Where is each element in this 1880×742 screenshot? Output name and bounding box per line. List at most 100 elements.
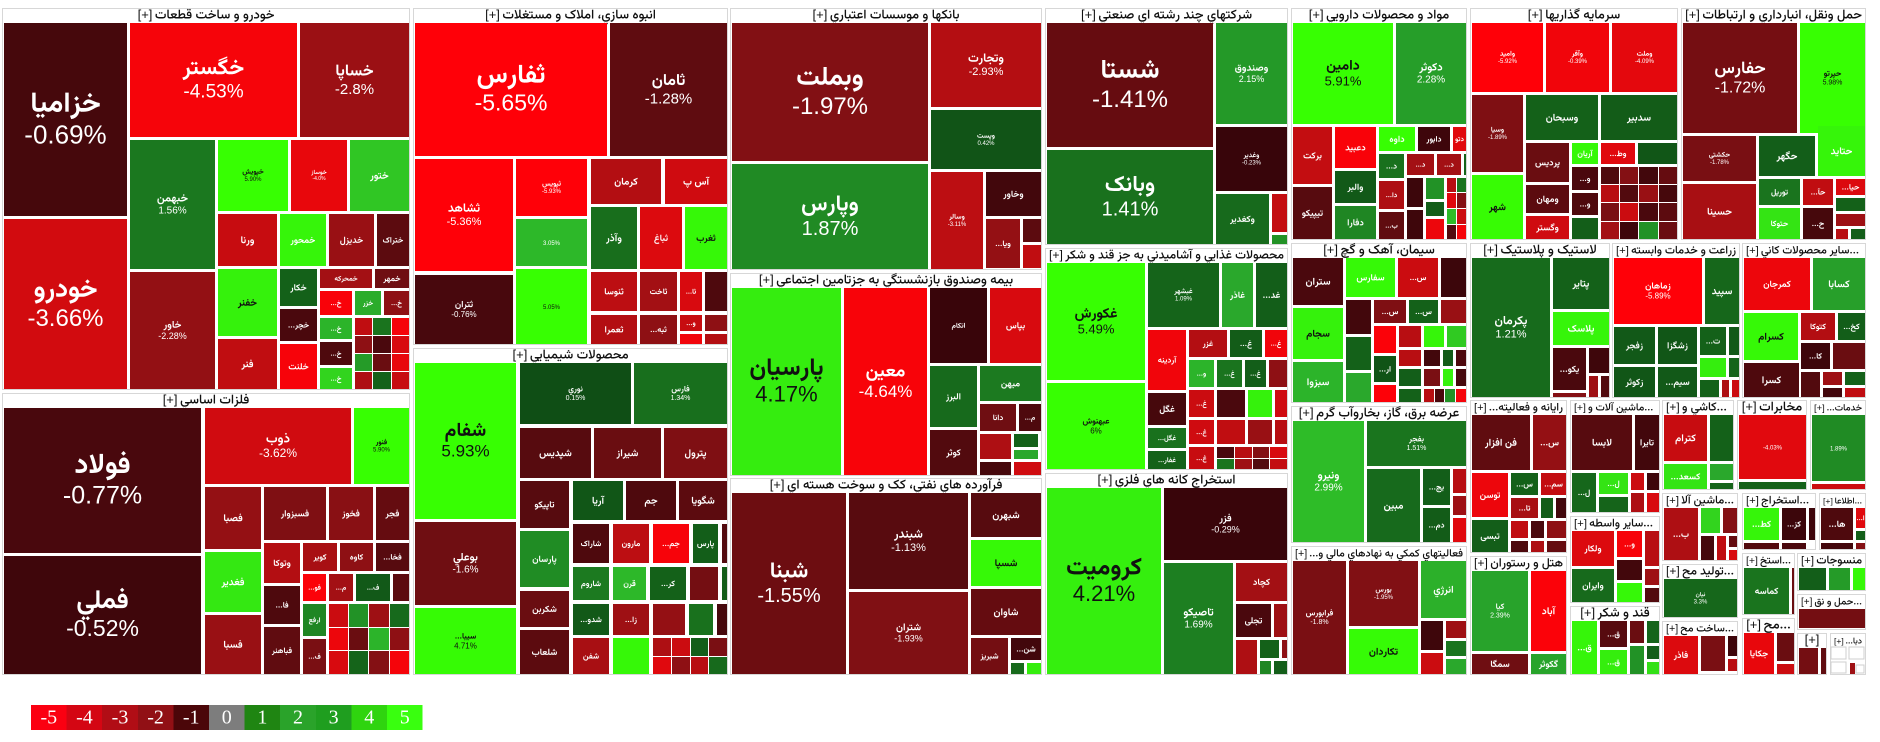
svg-text:-1.95%: -1.95% bbox=[1374, 595, 1394, 601]
svg-text:[+]: [+] bbox=[1742, 399, 1757, 414]
svg-text:[+]: [+] bbox=[1295, 548, 1307, 560]
svg-text:-3: -3 bbox=[112, 707, 129, 729]
svg-text:[+]: [+] bbox=[1666, 564, 1680, 578]
svg-text:5.93%: 5.93% bbox=[441, 442, 489, 461]
svg-text:5.90%: 5.90% bbox=[373, 448, 391, 454]
svg-text:-4.53%: -4.53% bbox=[183, 82, 243, 103]
svg-text:[+]: [+] bbox=[1666, 400, 1680, 414]
svg-text:[+]: [+] bbox=[1616, 245, 1629, 257]
svg-text:4: 4 bbox=[364, 707, 374, 729]
svg-text:[+]: [+] bbox=[1801, 597, 1813, 608]
svg-text:-4.03%: -4.03% bbox=[1763, 445, 1783, 451]
svg-text:1.09%: 1.09% bbox=[1175, 297, 1193, 303]
svg-text:1: 1 bbox=[257, 707, 267, 729]
svg-text:[+]: [+] bbox=[1483, 242, 1498, 257]
svg-text:-0.76%: -0.76% bbox=[451, 310, 476, 319]
svg-text:-1.72%: -1.72% bbox=[1715, 80, 1766, 97]
svg-text:[+]: [+] bbox=[1805, 632, 1820, 647]
svg-text:[+]: [+] bbox=[759, 272, 774, 287]
svg-text:-1: -1 bbox=[183, 707, 200, 729]
svg-text:-1.93%: -1.93% bbox=[894, 633, 923, 643]
svg-text:[+]: [+] bbox=[138, 7, 153, 22]
svg-text:0.42%: 0.42% bbox=[977, 141, 995, 147]
svg-text:1.56%: 1.56% bbox=[158, 206, 186, 217]
svg-text:5.49%: 5.49% bbox=[1078, 322, 1115, 337]
svg-text:1.34%: 1.34% bbox=[671, 395, 691, 402]
svg-text:1.51%: 1.51% bbox=[1407, 445, 1427, 452]
svg-text:0: 0 bbox=[222, 707, 232, 729]
svg-text:3.3%: 3.3% bbox=[1694, 600, 1708, 606]
svg-text:[+]: [+] bbox=[1098, 472, 1113, 487]
svg-text:[+]: [+] bbox=[770, 477, 785, 492]
svg-text:[+]: [+] bbox=[1474, 556, 1488, 570]
svg-text:5.91%: 5.91% bbox=[1325, 74, 1362, 89]
svg-text:[+]: [+] bbox=[513, 347, 528, 362]
svg-text:[+]: [+] bbox=[1746, 555, 1758, 567]
svg-text:-1.28%: -1.28% bbox=[645, 90, 693, 107]
svg-text:[+]: [+] bbox=[1323, 242, 1338, 257]
svg-text:2.39%: 2.39% bbox=[1490, 612, 1510, 619]
svg-text:-3.11%: -3.11% bbox=[948, 222, 967, 228]
svg-text:2.28%: 2.28% bbox=[1417, 75, 1445, 86]
svg-text:6%: 6% bbox=[1090, 426, 1102, 435]
svg-text:[+]: [+] bbox=[813, 7, 828, 22]
svg-text:[+]: [+] bbox=[1814, 402, 1825, 413]
svg-text:3.05%: 3.05% bbox=[543, 241, 561, 247]
svg-text:-4.0%: -4.0% bbox=[312, 176, 326, 182]
svg-text:[+]: [+] bbox=[163, 392, 178, 407]
svg-text:-0.69%: -0.69% bbox=[24, 119, 106, 149]
svg-text:[+]: [+] bbox=[1299, 405, 1314, 420]
svg-text:1.87%: 1.87% bbox=[802, 218, 859, 240]
svg-text:-4.64%: -4.64% bbox=[859, 382, 913, 401]
svg-text:[+]: [+] bbox=[1574, 402, 1586, 414]
svg-text:2.99%: 2.99% bbox=[1314, 483, 1342, 494]
svg-text:-3.66%: -3.66% bbox=[27, 305, 103, 332]
svg-text:-2.93%: -2.93% bbox=[969, 66, 1004, 78]
svg-text:1.69%: 1.69% bbox=[1184, 620, 1212, 631]
svg-text:-4.09%: -4.09% bbox=[1635, 59, 1655, 65]
svg-text:-0.39%: -0.39% bbox=[1568, 59, 1588, 65]
svg-text:-1.55%: -1.55% bbox=[757, 585, 821, 607]
svg-text:-5: -5 bbox=[40, 707, 57, 729]
svg-text:2: 2 bbox=[293, 707, 303, 729]
svg-text:-5.36%: -5.36% bbox=[447, 216, 482, 228]
svg-text:-5.93%: -5.93% bbox=[542, 189, 562, 195]
svg-text:-1.13%: -1.13% bbox=[891, 542, 926, 554]
svg-text:[+]: [+] bbox=[1746, 617, 1761, 632]
svg-text:4.71%: 4.71% bbox=[454, 641, 477, 650]
svg-text:[+]: [+] bbox=[1746, 245, 1759, 257]
svg-text:[+]: [+] bbox=[1666, 623, 1678, 635]
svg-text:[+]: [+] bbox=[1580, 605, 1595, 620]
svg-text:[+]: [+] bbox=[1049, 248, 1063, 262]
svg-text:[+]: [+] bbox=[1528, 7, 1543, 22]
svg-text:-2: -2 bbox=[147, 707, 164, 729]
svg-text:-3.62%: -3.62% bbox=[259, 446, 297, 460]
svg-text:-0.29%: -0.29% bbox=[1211, 524, 1240, 534]
svg-text:5.98%: 5.98% bbox=[1823, 79, 1843, 86]
svg-text:-1.89%: -1.89% bbox=[1488, 135, 1508, 141]
svg-text:1.41%: 1.41% bbox=[1102, 198, 1159, 220]
svg-text:2.15%: 2.15% bbox=[1239, 74, 1265, 84]
svg-text:[+]: [+] bbox=[1823, 496, 1833, 506]
svg-text:-5.89%: -5.89% bbox=[1645, 291, 1670, 300]
svg-text:[+]: [+] bbox=[1574, 518, 1587, 530]
svg-text:-0.23%: -0.23% bbox=[1242, 161, 1262, 167]
svg-text:4.17%: 4.17% bbox=[755, 382, 817, 407]
svg-text:[+]: [+] bbox=[1834, 636, 1844, 646]
svg-text:[+]: [+] bbox=[1685, 7, 1700, 22]
svg-text:[+]: [+] bbox=[1666, 495, 1679, 507]
svg-text:5.05%: 5.05% bbox=[543, 305, 561, 311]
svg-text:[+]: [+] bbox=[1746, 495, 1759, 507]
svg-text:[+]: [+] bbox=[485, 7, 500, 22]
svg-text:[+]: [+] bbox=[1081, 7, 1096, 22]
svg-text:-1.6%: -1.6% bbox=[452, 565, 478, 576]
svg-text:5.90%: 5.90% bbox=[244, 177, 262, 183]
svg-text:3: 3 bbox=[329, 707, 339, 729]
svg-text:-1.78%: -1.78% bbox=[1710, 160, 1730, 166]
svg-text:-4: -4 bbox=[76, 707, 93, 729]
svg-text:[+]: [+] bbox=[1474, 402, 1487, 414]
svg-text:-1.8%: -1.8% bbox=[1310, 619, 1328, 626]
svg-text:1.21%: 1.21% bbox=[1495, 329, 1526, 341]
svg-text:-2.28%: -2.28% bbox=[158, 331, 187, 341]
svg-text:0.15%: 0.15% bbox=[566, 395, 586, 402]
